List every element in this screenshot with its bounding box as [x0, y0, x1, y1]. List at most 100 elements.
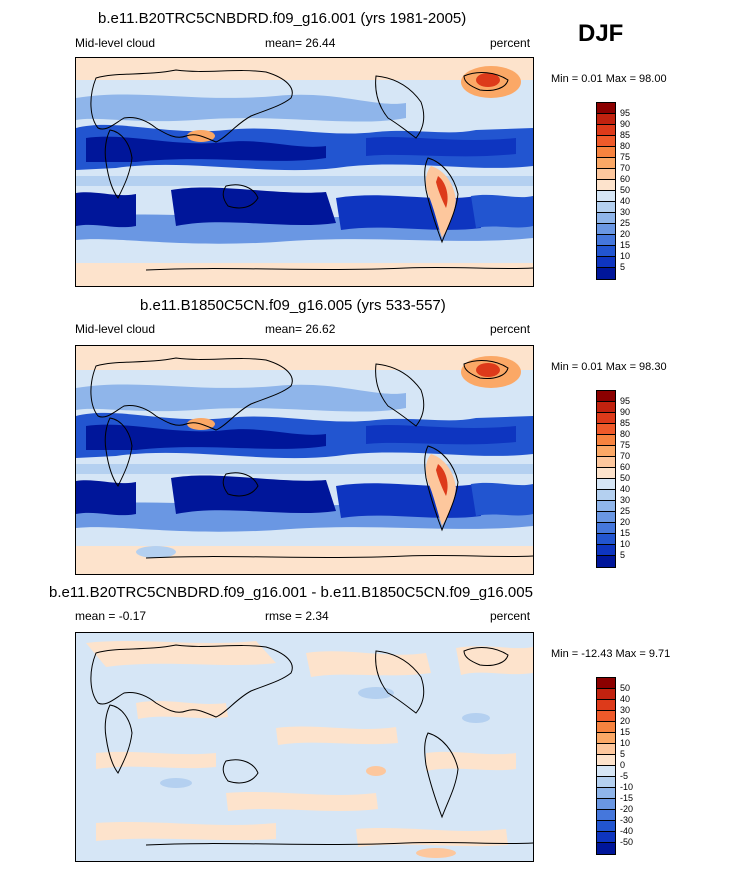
panel-3-colorbar-swatch	[597, 788, 615, 799]
panel-2-colorbar-swatch	[597, 512, 615, 523]
panel-1-colorbar-tick-label: 75	[620, 152, 631, 162]
panel-3-colorbar-swatch	[597, 755, 615, 766]
panel-3-colorbar-swatch	[597, 821, 615, 832]
panel-2-colorbar-tick-label: 40	[620, 484, 631, 494]
panel-2-colorbar-swatch	[597, 402, 615, 413]
panel-3-colorbar-tick-label: 30	[620, 705, 631, 715]
panel-3-colorbar-tick-label: 5	[620, 749, 626, 759]
panel-3-colorbar-swatch	[597, 799, 615, 810]
panel-2-colorbar	[596, 390, 616, 568]
panel-2-map	[75, 345, 534, 575]
panel-3-colorbar-swatch	[597, 843, 615, 854]
panel-2-map-graphic	[76, 346, 533, 574]
panel-1-colorbar-swatch	[597, 125, 615, 136]
panel-3-colorbar-tick-label: 40	[620, 694, 631, 704]
panel-2-colorbar-tick-label: 30	[620, 495, 631, 505]
panel-1-colorbar-tick-label: 60	[620, 174, 631, 184]
panel-2-colorbar-tick-label: 15	[620, 528, 631, 538]
panel-2-colorbar-swatch	[597, 479, 615, 490]
panel-3-colorbar-swatch	[597, 689, 615, 700]
panel-1-colorbar-swatch	[597, 246, 615, 257]
panel-3-mean-label: mean = -0.17	[75, 609, 147, 623]
panel-1-mean-label: mean= 26.44	[265, 36, 336, 50]
panel-2-colorbar-swatch	[597, 490, 615, 501]
panel-1-colorbar-swatch	[597, 103, 615, 114]
panel-1-colorbar-swatch	[597, 180, 615, 191]
panel-1-colorbar-tick-label: 95	[620, 108, 631, 118]
panel-3-map-graphic	[76, 633, 533, 861]
panel-3-colorbar-tick-label: -10	[620, 782, 634, 792]
panel-1-colorbar-tick-label: 25	[620, 218, 631, 228]
panel-3-colorbar-swatch	[597, 777, 615, 788]
panel-1-colorbar-swatch	[597, 191, 615, 202]
panel-3-colorbar-swatch	[597, 678, 615, 689]
panel-2-colorbar-swatch	[597, 391, 615, 402]
season-label: DJF	[578, 20, 624, 47]
panel-2-colorbar-swatch	[597, 435, 615, 446]
panel-2-minmax: Min = 0.01 Max = 98.30	[551, 361, 667, 373]
panel-3-title: b.e11.B20TRC5CNBDRD.f09_g16.001 - b.e11.…	[49, 584, 533, 601]
panel-2-colorbar-swatch	[597, 413, 615, 424]
panel-3-colorbar-tick-label: -30	[620, 815, 634, 825]
panel-3-colorbar-tick-label: 50	[620, 683, 631, 693]
panel-1-colorbar-tick-label: 50	[620, 185, 631, 195]
panel-3-minmax: Min = -12.43 Max = 9.71	[551, 648, 671, 660]
panel-3-colorbar-tick-label: 0	[620, 760, 626, 770]
panel-1-colorbar-swatch	[597, 213, 615, 224]
panel-2-colorbar-swatch	[597, 468, 615, 479]
panel-2-colorbar-tick-label: 20	[620, 517, 631, 527]
panel-3-colorbar-swatch	[597, 832, 615, 843]
panel-3-units-label: percent	[490, 609, 531, 623]
panel-2-colorbar-tick-label: 70	[620, 451, 631, 461]
panel-1-colorbar-swatch	[597, 224, 615, 235]
panel-1-map	[75, 57, 534, 287]
panel-2-colorbar-tick-label: 75	[620, 440, 631, 450]
panel-1-colorbar-tick-label: 90	[620, 119, 631, 129]
panel-1-colorbar-swatch	[597, 169, 615, 180]
panel-1-colorbar-tick-label: 80	[620, 141, 631, 151]
panel-1-colorbar-swatch	[597, 158, 615, 169]
panel-2-colorbar-tick-label: 85	[620, 418, 631, 428]
panel-1-colorbar-swatch	[597, 136, 615, 147]
panel-1-colorbar-swatch	[597, 257, 615, 268]
panel-3-rmse-label: rmse = 2.34	[265, 609, 329, 623]
panel-1-colorbar-tick-label: 20	[620, 229, 631, 239]
panel-1-colorbar-tick-label: 30	[620, 207, 631, 217]
panel-2-colorbar-swatch	[597, 545, 615, 556]
panel-2-colorbar-tick-label: 5	[620, 550, 626, 560]
panel-1-colorbar-swatch	[597, 202, 615, 213]
panel-2-mean-label: mean= 26.62	[265, 322, 336, 336]
panel-2-colorbar-swatch	[597, 457, 615, 468]
panel-3-colorbar-tick-label: 10	[620, 738, 631, 748]
panel-1-minmax: Min = 0.01 Max = 98.00	[551, 73, 667, 85]
panel-2-colorbar-tick-label: 60	[620, 462, 631, 472]
panel-2-colorbar-tick-label: 50	[620, 473, 631, 483]
panel-3-colorbar-tick-label: -15	[620, 793, 634, 803]
panel-2-colorbar-swatch	[597, 424, 615, 435]
panel-2-colorbar-tick-label: 25	[620, 506, 631, 516]
panel-2-units-label: percent	[490, 322, 531, 336]
panel-1-colorbar-tick-label: 85	[620, 130, 631, 140]
panel-1-colorbar-tick-label: 15	[620, 240, 631, 250]
panel-2-colorbar-tick-label: 10	[620, 539, 631, 549]
panel-3-colorbar-swatch	[597, 711, 615, 722]
panel-3-colorbar	[596, 677, 616, 855]
panel-2-colorbar-swatch	[597, 446, 615, 457]
panel-3-colorbar-swatch	[597, 722, 615, 733]
panel-3-colorbar-tick-label: -50	[620, 837, 634, 847]
panel-1-colorbar-tick-label: 40	[620, 196, 631, 206]
panel-3-map	[75, 632, 534, 862]
panel-3-colorbar-tick-label: -20	[620, 804, 634, 814]
panel-2-title: b.e11.B1850C5CN.f09_g16.005 (yrs 533-557…	[140, 297, 446, 314]
panel-2-colorbar-tick-label: 95	[620, 396, 631, 406]
panel-1-colorbar	[596, 102, 616, 280]
panel-1-colorbar-swatch	[597, 114, 615, 125]
panel-1-colorbar-tick-label: 5	[620, 262, 626, 272]
panel-3-colorbar-swatch	[597, 733, 615, 744]
panel-2-colorbar-tick-label: 90	[620, 407, 631, 417]
panel-2-colorbar-tick-label: 80	[620, 429, 631, 439]
panel-1-colorbar-swatch	[597, 147, 615, 158]
panel-3-colorbar-tick-label: -5	[620, 771, 629, 781]
panel-3-colorbar-swatch	[597, 700, 615, 711]
panel-3-colorbar-swatch	[597, 810, 615, 821]
